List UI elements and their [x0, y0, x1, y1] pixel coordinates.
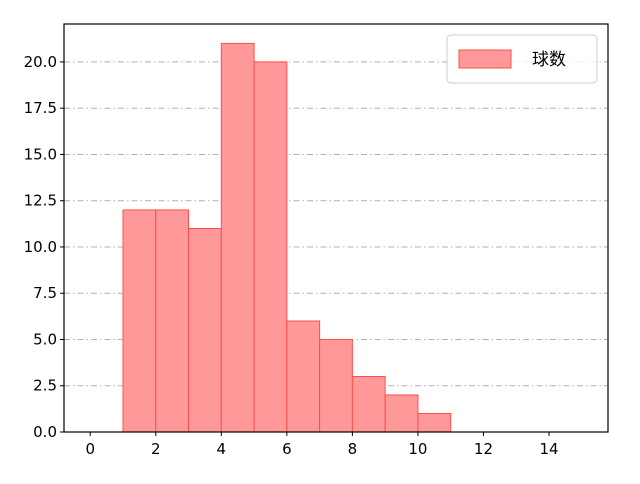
y-tick-label: 7.5 — [33, 284, 57, 302]
histogram-bar — [351, 375, 386, 433]
histogram-bar — [319, 338, 353, 433]
y-tick-label: 0.0 — [33, 423, 57, 441]
x-tick-label: 4 — [217, 440, 227, 458]
x-tick-label: 10 — [408, 440, 427, 458]
histogram-bar — [253, 61, 288, 433]
x-tick-label: 6 — [282, 440, 292, 458]
x-tick-label: 2 — [151, 440, 161, 458]
histogram-bar — [122, 209, 157, 433]
y-tick-label: 15.0 — [24, 145, 57, 163]
legend-swatch — [458, 49, 512, 69]
legend-box — [446, 34, 598, 84]
x-tick-label: 0 — [85, 440, 95, 458]
histogram-bar — [220, 42, 255, 433]
plot-frame — [63, 23, 609, 433]
y-tick-label: 5.0 — [33, 330, 57, 348]
legend-label: 球数 — [532, 50, 566, 70]
bars — [122, 42, 452, 433]
y-tick-label: 17.5 — [24, 99, 57, 117]
x-tick-label: 12 — [474, 440, 493, 458]
histogram-bar — [286, 320, 321, 433]
histogram-bar — [188, 227, 222, 433]
legend: 球数 — [446, 34, 598, 84]
x-axis: 0 2 4 6 8 10 12 14 — [85, 432, 559, 458]
histogram-bar — [417, 412, 452, 433]
y-tick-label: 2.5 — [33, 377, 57, 395]
y-tick-label: 10.0 — [24, 238, 57, 256]
histogram-bar — [155, 209, 190, 433]
x-tick-label: 8 — [348, 440, 358, 458]
y-axis: 0.0 2.5 5.0 7.5 10.0 12.5 15.0 17.5 20.0 — [24, 53, 64, 441]
x-tick-label: 14 — [539, 440, 558, 458]
histogram-bar — [384, 394, 419, 433]
y-tick-label: 12.5 — [24, 192, 57, 210]
y-tick-label: 20.0 — [24, 53, 57, 71]
